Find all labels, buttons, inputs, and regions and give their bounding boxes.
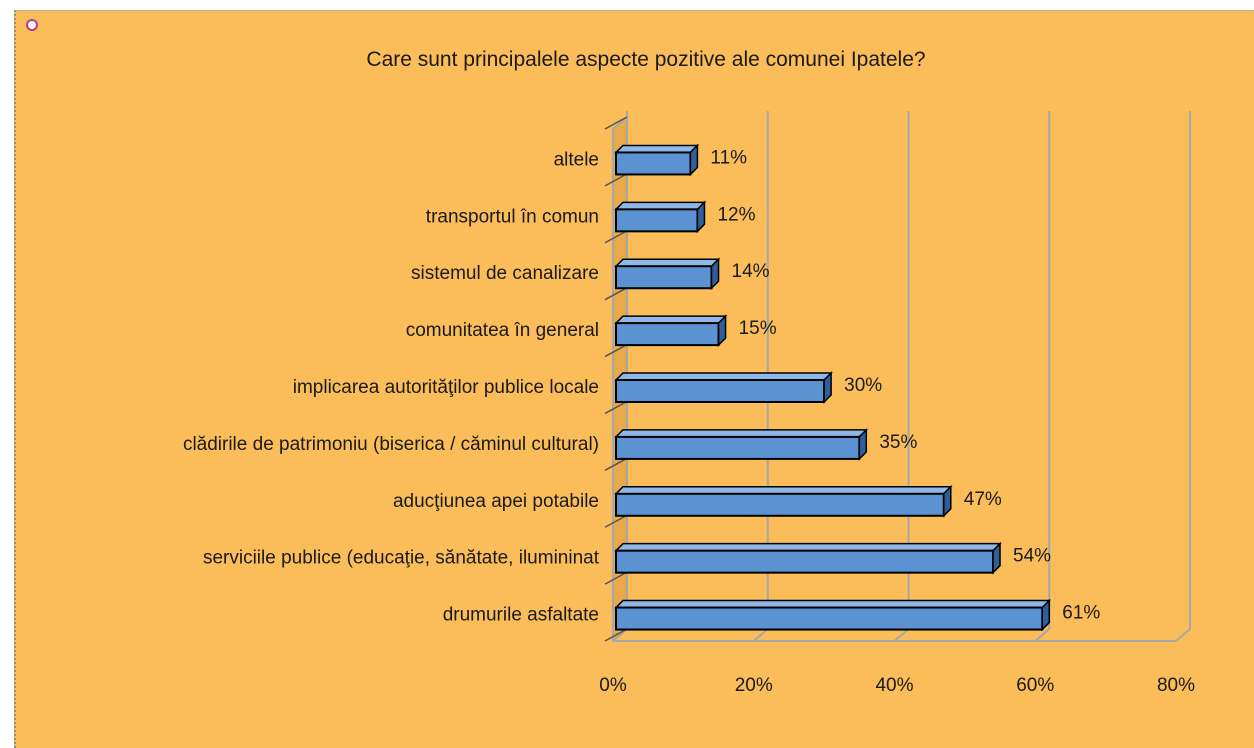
bar-end-face — [710, 257, 720, 291]
value-label: 61% — [1062, 603, 1100, 624]
bar — [614, 143, 700, 177]
x-tick-label: 0% — [599, 675, 627, 696]
bar-front-face — [615, 435, 861, 460]
bar — [614, 484, 953, 518]
bar — [614, 541, 1002, 575]
bar-front-face — [615, 322, 720, 347]
bar-top-face — [614, 429, 869, 438]
x-tick-label: 80% — [1157, 675, 1195, 696]
bar-top-face — [614, 486, 953, 495]
bar-end-face — [1041, 598, 1051, 632]
bar-chart: Care sunt principalele aspecte pozitive … — [183, 48, 1195, 696]
y-axis-tick — [604, 116, 628, 130]
value-label: 30% — [844, 375, 882, 396]
category-label: clădirile de patrimoniu (biserica / cămi… — [183, 434, 599, 455]
bar-top-face — [614, 315, 728, 324]
category-label: comunitatea în general — [406, 320, 599, 341]
bar — [614, 257, 721, 291]
value-label: 54% — [1013, 546, 1051, 567]
bars — [614, 143, 1052, 632]
bar — [614, 314, 728, 347]
bar — [614, 200, 707, 234]
category-label: drumurile asfaltate — [443, 605, 599, 626]
bar-front-face — [615, 606, 1044, 631]
y-axis-tick — [604, 287, 628, 301]
bar-front-face — [615, 379, 826, 403]
bar-end-face — [689, 143, 699, 177]
bar-top-face — [614, 144, 700, 154]
bar — [614, 371, 833, 404]
chart-title: Care sunt principalele aspecte pozitive … — [366, 48, 925, 71]
bar-top-face — [614, 599, 1052, 609]
floor-gridline — [753, 628, 769, 642]
bar-end-face — [858, 428, 868, 461]
bar-end-face — [696, 200, 706, 234]
value-label: 11% — [710, 147, 747, 168]
value-label: 15% — [739, 318, 777, 339]
value-label: 35% — [879, 432, 917, 453]
y-axis-tick — [604, 457, 628, 471]
y-axis-tick — [604, 571, 628, 585]
y-axis-tick — [604, 343, 628, 358]
y-axis-tick — [604, 173, 628, 187]
category-label: implicarea autorităţilor publice locale — [293, 377, 599, 398]
bar-front-face — [615, 549, 995, 574]
selection-handle-icon[interactable] — [26, 19, 38, 31]
value-label: 12% — [717, 204, 755, 225]
y-axis-tick — [604, 514, 628, 528]
bar — [614, 428, 869, 461]
category-label: sistemul de canalizare — [411, 263, 599, 284]
bar-top-face — [614, 542, 1002, 552]
bar-end-face — [823, 371, 832, 404]
y-axis-tick — [604, 628, 628, 642]
floor-gridline — [1034, 628, 1050, 642]
category-label: aducţiunea apei potabile — [393, 491, 599, 512]
labels: 0% 20% 40% 60% 80% 11% altele 12% transportul în… — [183, 147, 1195, 696]
bar-front-face — [615, 492, 945, 517]
x-tick-label: 60% — [1016, 675, 1054, 696]
bar-top-face — [614, 372, 833, 381]
bar-front-face — [615, 151, 692, 176]
bar-front-face — [615, 208, 699, 233]
floor-gridline — [1175, 628, 1191, 642]
bar-front-face — [615, 265, 713, 290]
y-axis-tick — [604, 230, 628, 244]
category-label: altele — [554, 149, 599, 170]
bar-end-face — [943, 484, 952, 518]
bar-end-face — [992, 541, 1001, 575]
value-label: 47% — [964, 489, 1002, 510]
bar — [614, 598, 1052, 632]
floor-gridline — [893, 628, 910, 642]
y-axis-tick — [604, 400, 628, 415]
x-tick-label: 40% — [875, 675, 913, 696]
bar-top-face — [614, 258, 721, 267]
category-label: transportul în comun — [426, 206, 599, 227]
bar-top-face — [614, 201, 707, 211]
category-label: serviciile publice (educaţie, sănătate, … — [203, 548, 600, 569]
chart-area: Care sunt principalele aspecte pozitive … — [14, 10, 1254, 748]
value-label: 14% — [732, 261, 770, 282]
bar-end-face — [717, 314, 727, 347]
x-tick-label: 20% — [735, 675, 773, 696]
